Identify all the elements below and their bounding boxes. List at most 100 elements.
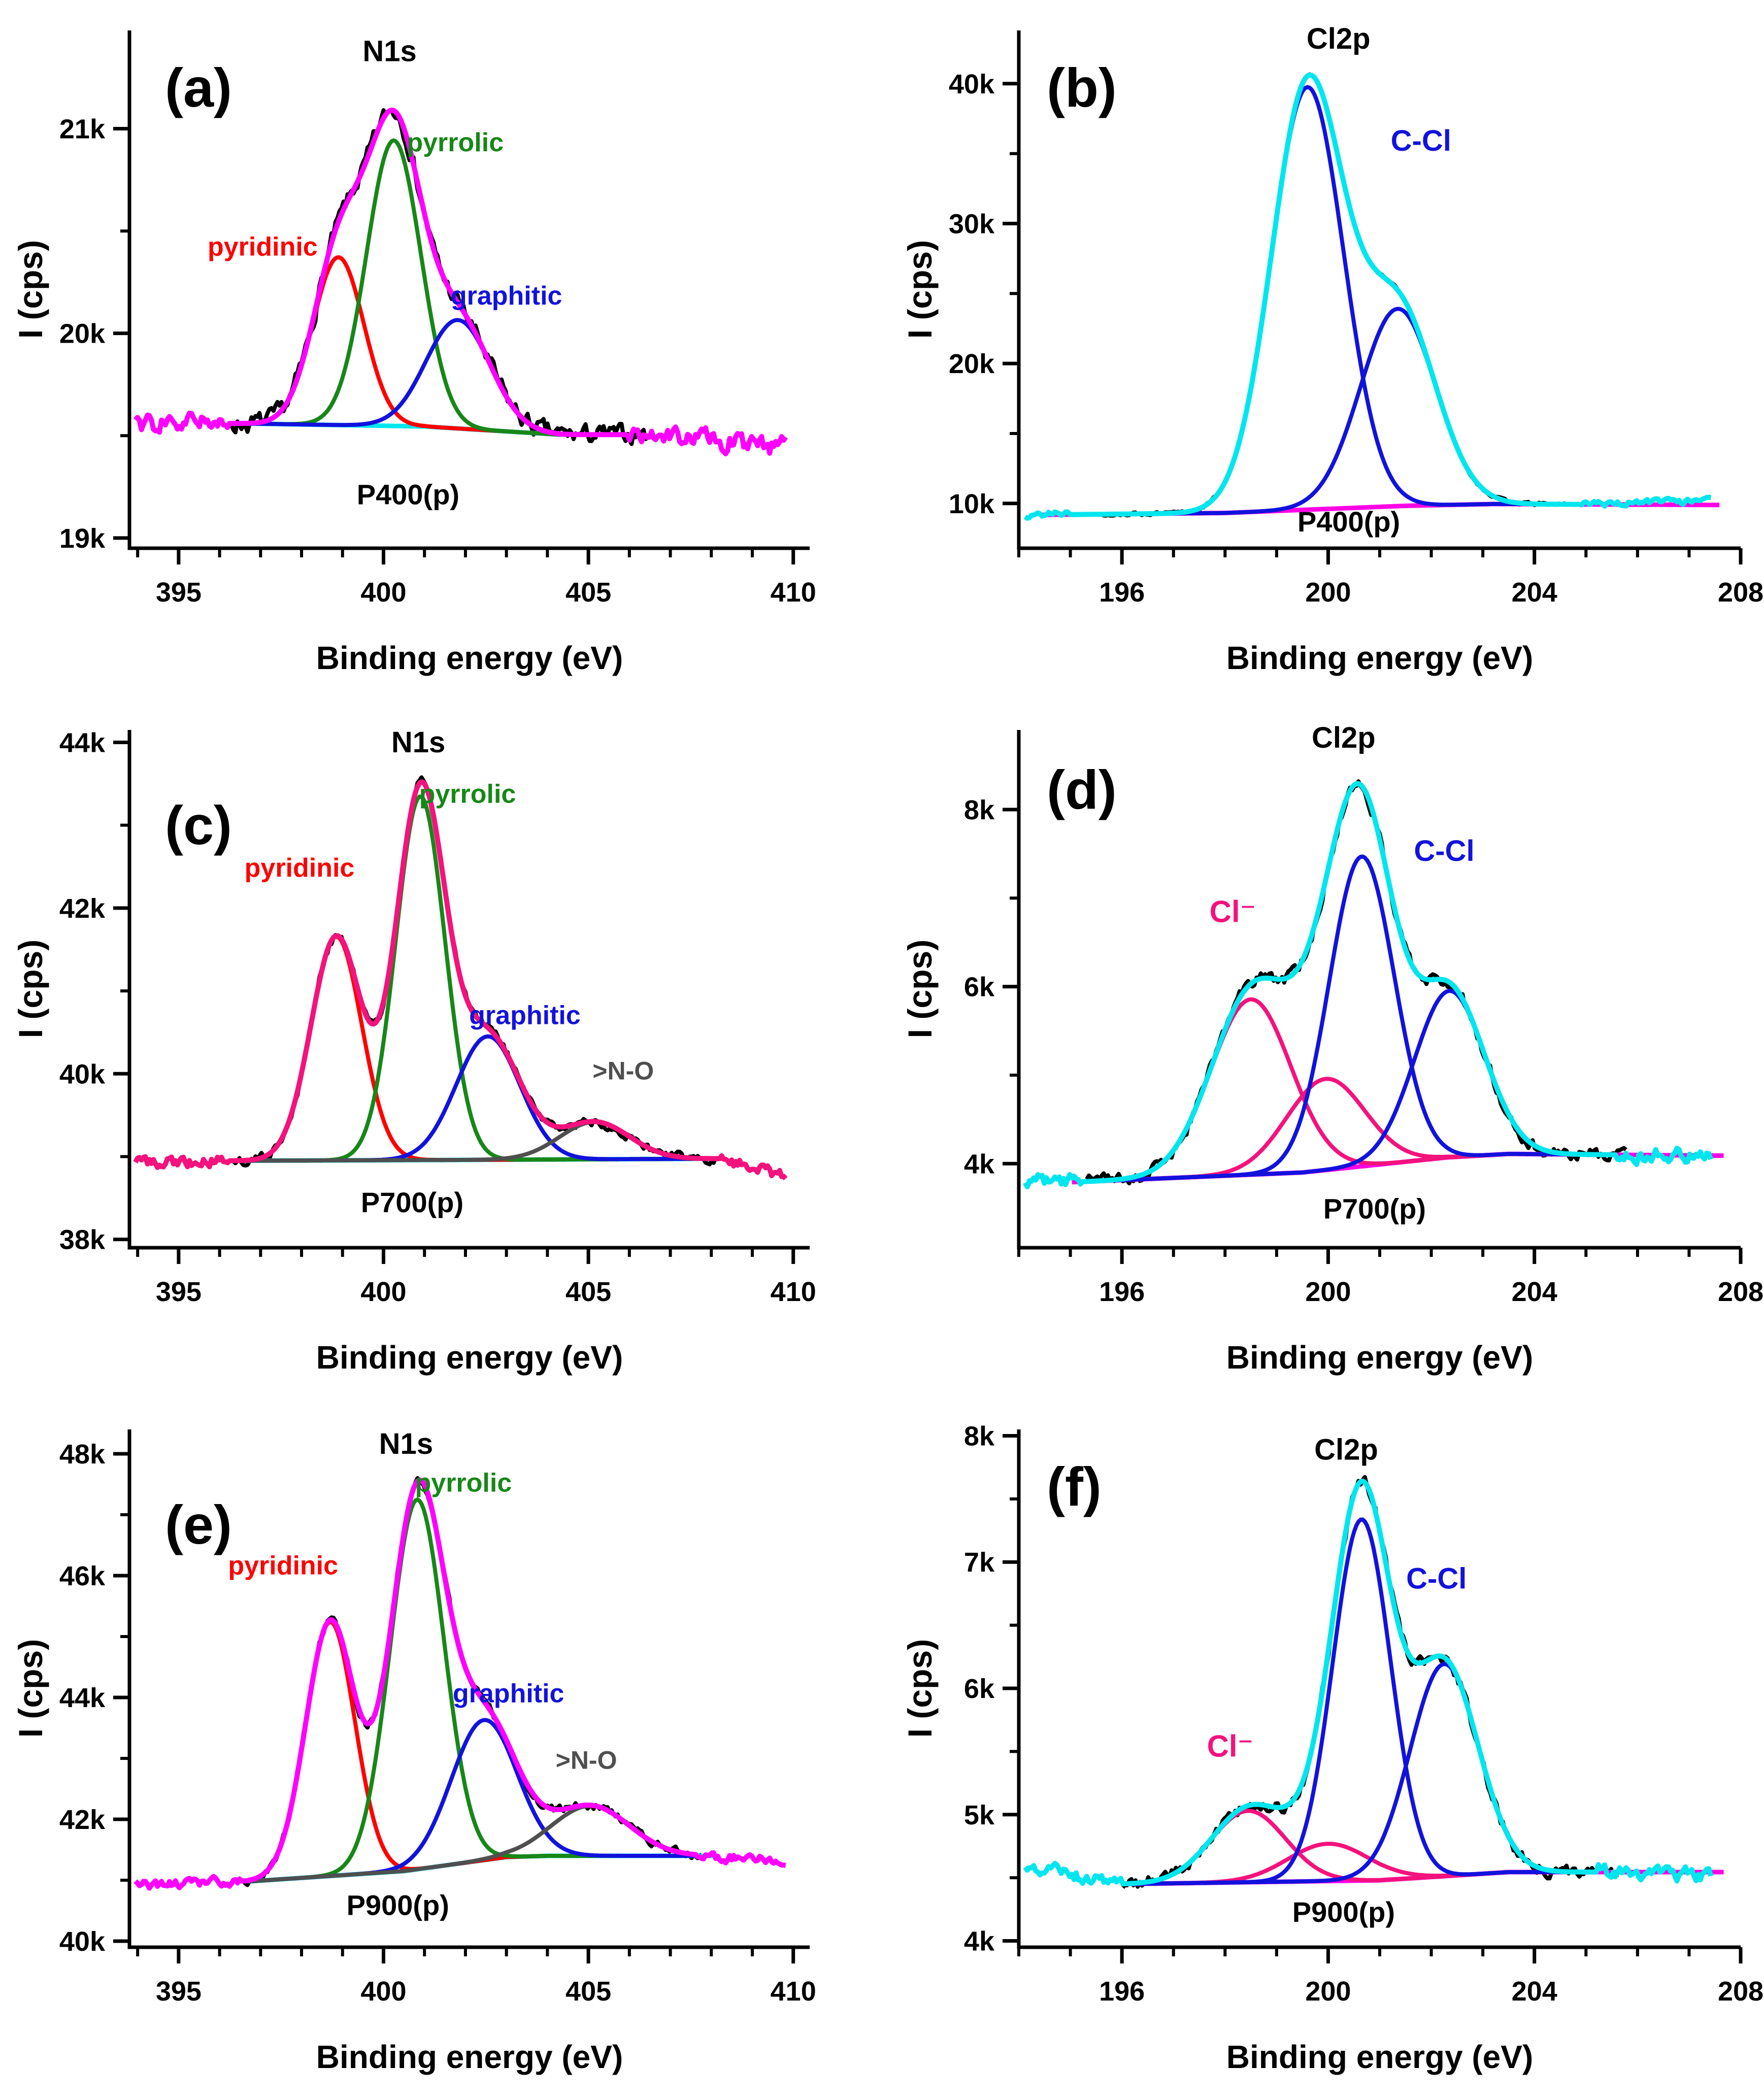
panel-d-chart: 196 200 204 208 4k 6k 8k Binding energy (eV) I (… — [901, 721, 1763, 1376]
component-graphitic — [229, 318, 626, 437]
panel-b-chart: 196 200 204 208 10k 20k 30k 40k Binding energy (… — [901, 22, 1763, 676]
x-axis-title: Binding energy (eV) — [316, 2039, 623, 2075]
y-tick-label: 21k — [59, 114, 106, 145]
x-tick-label: 405 — [565, 577, 611, 608]
x-axis-title: Binding energy (eV) — [1226, 1339, 1534, 1376]
y-tick-label: 8k — [964, 1421, 995, 1451]
spectrum-title: N1s — [379, 1427, 433, 1460]
peak-annotation: pyrrolic — [407, 128, 504, 157]
panel-letter: (a) — [165, 57, 232, 118]
panel-b: 196 200 204 208 10k 20k 30k 40k Binding energy (… — [882, 0, 1764, 699]
x-tick-label: 395 — [156, 1277, 202, 1307]
y-tick-label: 30k — [949, 209, 995, 239]
y-tick-label: 6k — [964, 972, 995, 1003]
x-tick-label: 410 — [771, 577, 816, 608]
y-tick-label: 4k — [964, 1149, 995, 1179]
fit-envelope-curve — [133, 779, 788, 1181]
x-tick-label: 410 — [771, 1277, 816, 1307]
sample-label: P400(p) — [357, 478, 459, 510]
x-tick-label: 196 — [1099, 1277, 1145, 1307]
peak-annotation: pyridinic — [228, 1551, 338, 1581]
fit-envelope-curve — [1023, 781, 1714, 1189]
panel-f: 196 200 204 208 4k 5k 6k 7k 8k Binding energy (eV… — [882, 1399, 1764, 2099]
axis-spines — [1017, 30, 1741, 550]
x-tick-label: 200 — [1305, 577, 1351, 608]
axes: 395 400 405 410 38k 40k 42k 44k Binding energy (… — [12, 727, 816, 1376]
component-C-Cl-1 — [1082, 854, 1616, 1184]
x-tick-label: 208 — [1718, 1277, 1763, 1307]
component-pyrrolic — [229, 138, 626, 437]
component-C-Cl-1 — [1122, 1517, 1596, 1886]
sample-label: P900(p) — [1292, 1896, 1395, 1928]
axis-spines — [1017, 1429, 1741, 1949]
x-tick-label: 204 — [1512, 577, 1557, 608]
panel-f-chart: 196 200 204 208 4k 5k 6k 7k 8k Binding energy (eV… — [901, 1421, 1763, 2075]
panel-c: 395 400 405 410 38k 40k 42k 44k Binding energy (… — [0, 699, 882, 1399]
spectrum-title: Cl2p — [1314, 1434, 1378, 1467]
y-tick-label: 42k — [59, 893, 106, 924]
peak-annotation: pyrrolic — [415, 1468, 512, 1497]
y-axis-title: I (cps) — [901, 940, 939, 1038]
y-axis-title: I (cps) — [901, 240, 939, 339]
panel-a-chart: 395 400 405 410 19k 20k 21k Binding energy (eV)… — [12, 30, 816, 676]
x-tick-label: 400 — [360, 1277, 406, 1307]
axes: 196 200 204 208 4k 5k 6k 7k 8k Binding energy (eV… — [901, 1421, 1763, 2075]
y-tick-label: 38k — [59, 1225, 106, 1255]
y-axis-title: I (cps) — [12, 1639, 49, 1738]
peak-annotation: C-Cl — [1414, 835, 1474, 868]
peak-annotation: graphitic — [469, 1001, 581, 1030]
x-tick-label: 200 — [1305, 1976, 1351, 2007]
panel-letter: (b) — [1047, 57, 1117, 118]
peak-annotation: graphitic — [453, 1679, 564, 1709]
fit-envelope-curve — [1023, 72, 1712, 521]
peak-annotation: pyridinic — [208, 232, 318, 261]
y-tick-label: 4k — [964, 1926, 995, 1957]
spectrum-title: N1s — [391, 726, 445, 759]
x-tick-label: 196 — [1099, 577, 1145, 608]
x-tick-label: 204 — [1512, 1277, 1557, 1307]
y-tick-label: 46k — [59, 1561, 106, 1591]
x-axis-title: Binding energy (eV) — [1226, 2039, 1534, 2075]
y-tick-label: 5k — [964, 1800, 995, 1830]
component-C-Cl-1 — [1072, 85, 1580, 517]
panel-letter: (c) — [165, 794, 232, 856]
panel-d: 196 200 204 208 4k 6k 8k Binding energy (eV) I (… — [882, 699, 1764, 1399]
y-tick-label: 40k — [949, 69, 995, 99]
panel-letter: (e) — [165, 1494, 232, 1555]
fit-envelope-curve — [1023, 1478, 1714, 1887]
y-tick-label: 19k — [59, 523, 106, 554]
y-tick-label: 7k — [964, 1547, 995, 1578]
spectrum-title: Cl2p — [1312, 721, 1376, 754]
x-tick-label: 410 — [771, 1976, 816, 2007]
component-pyrrolic — [229, 794, 720, 1163]
y-tick-label: 8k — [964, 795, 995, 825]
spectrum-title: N1s — [362, 35, 416, 68]
panel-c-chart: 395 400 405 410 38k 40k 42k 44k Binding energy (… — [12, 726, 816, 1376]
peak-annotation: graphitic — [451, 281, 562, 311]
x-axis-title: Binding energy (eV) — [316, 640, 623, 676]
y-tick-label: 6k — [964, 1674, 995, 1704]
panel-e-chart: 395 400 405 410 40k 42k 44k 46k 48k Binding energ… — [12, 1427, 816, 2075]
y-tick-label: 42k — [59, 1805, 106, 1835]
peak-annotation: Cl⁻ — [1207, 1729, 1254, 1763]
peak-annotation: C-Cl — [1391, 124, 1451, 157]
axes: 395 400 405 410 19k 20k 21k Binding energy (eV)… — [12, 30, 816, 676]
x-axis-title: Binding energy (eV) — [316, 1339, 623, 1376]
y-tick-label: 44k — [59, 727, 106, 758]
x-tick-label: 400 — [360, 577, 406, 608]
axis-spines — [127, 30, 810, 550]
peak-annotation: pyridinic — [245, 853, 355, 883]
component-N-O — [241, 1804, 696, 1884]
fit-envelope-curve — [134, 107, 788, 456]
panel-letter: (d) — [1047, 759, 1117, 820]
peak-annotation: >N-O — [556, 1746, 617, 1774]
x-tick-label: 196 — [1099, 1976, 1145, 2007]
y-tick-label: 20k — [59, 319, 106, 349]
peak-annotation: Cl⁻ — [1210, 894, 1256, 928]
plot-curves — [1023, 72, 1720, 521]
peak-annotation: C-Cl — [1406, 1562, 1467, 1595]
x-tick-label: 395 — [156, 1976, 202, 2007]
axes: 395 400 405 410 40k 42k 44k 46k 48k Binding energ… — [12, 1429, 816, 2075]
plot-curves — [134, 107, 788, 456]
